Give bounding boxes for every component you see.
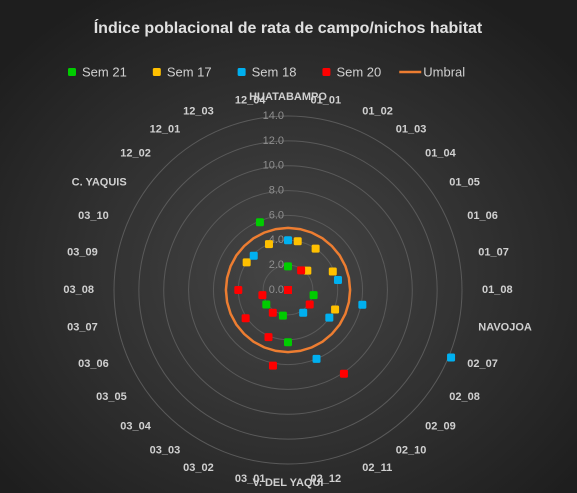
r-tick-label: 0.0 [269, 284, 284, 296]
marker [447, 353, 456, 362]
category-label: 01_04 [425, 147, 456, 159]
category-label: 01_06 [467, 210, 498, 222]
category-label: V. DEL YAQUI [253, 477, 324, 489]
marker [255, 218, 264, 227]
r-tick-label: 14.0 [263, 110, 284, 122]
legend-marker [68, 68, 76, 76]
category-label: 12_02 [120, 147, 151, 159]
grid-ring [188, 190, 388, 390]
category-label: 01_08 [482, 284, 513, 296]
marker [284, 286, 292, 294]
marker [249, 251, 258, 260]
category-label: 02_07 [467, 358, 498, 370]
category-label: NAVOJOA [478, 322, 532, 334]
marker [311, 244, 320, 253]
legend-marker [152, 68, 161, 76]
category-label: 01_07 [478, 246, 509, 258]
marker [284, 236, 292, 245]
category-label: HUATABAMPO [249, 91, 327, 103]
grid-ring [113, 115, 463, 465]
marker [358, 300, 367, 309]
grid-ring [163, 165, 413, 415]
threshold-line [224, 226, 352, 354]
category-label: 02_11 [362, 462, 392, 474]
r-tick-label: 8.0 [269, 184, 284, 196]
category-label: 03_08 [63, 284, 94, 296]
category-label: 01_05 [449, 177, 480, 189]
marker [331, 305, 340, 314]
legend-label: Sem 18 [252, 64, 297, 79]
category-label: 01_01 [311, 95, 342, 107]
marker [258, 291, 267, 300]
marker [312, 354, 321, 363]
marker [303, 266, 312, 275]
legend-label: Sem 17 [167, 64, 212, 79]
r-tick-label: 10.0 [263, 160, 284, 172]
marker [309, 291, 318, 300]
marker [264, 333, 273, 342]
legend-marker [322, 68, 331, 76]
marker [278, 311, 287, 320]
legend-label: Umbral [423, 64, 465, 79]
marker [325, 313, 334, 322]
legend-label: Sem 20 [336, 64, 381, 79]
r-tick-label: 6.0 [269, 209, 284, 221]
marker [284, 338, 292, 347]
category-label: C. YAQUIS [72, 177, 127, 189]
legend-label: Sem 21 [82, 64, 127, 79]
marker [268, 361, 277, 370]
category-label: 03_10 [78, 210, 109, 222]
category-label: 03_01 [235, 473, 266, 485]
category-label: 01_03 [396, 123, 427, 135]
marker [264, 240, 273, 249]
marker [339, 369, 348, 378]
category-label: 03_06 [78, 358, 109, 370]
grid-ring [212, 214, 364, 366]
category-label: 02_08 [449, 391, 480, 403]
category-label: 03_02 [183, 462, 214, 474]
marker [297, 266, 306, 275]
marker [268, 308, 277, 317]
marker [242, 258, 251, 267]
category-label: 01_02 [362, 106, 393, 118]
category-label: 02_12 [311, 473, 342, 485]
category-label: 03_03 [150, 444, 181, 456]
category-label: 12_04 [235, 95, 266, 107]
marker [262, 300, 271, 309]
marker [328, 267, 337, 276]
marker [299, 308, 308, 317]
marker [241, 314, 250, 323]
category-label: 03_05 [96, 391, 127, 403]
category-label: 03_09 [67, 246, 98, 258]
grid-ring [138, 140, 438, 440]
chart-title: Índice poblacional de rata de campo/nich… [94, 18, 483, 37]
marker [284, 262, 292, 271]
marker [234, 286, 243, 294]
r-tick-label: 12.0 [263, 135, 284, 147]
legend-marker [237, 68, 246, 76]
marker [293, 237, 302, 246]
r-tick-label: 2.0 [269, 259, 284, 271]
category-label: 03_04 [120, 420, 151, 432]
marker [305, 300, 314, 309]
category-label: 02_10 [396, 444, 427, 456]
marker [333, 276, 342, 285]
category-label: 02_09 [425, 420, 456, 432]
category-label: 03_07 [67, 322, 98, 334]
category-label: 12_03 [183, 106, 214, 118]
category-label: 12_01 [150, 123, 181, 135]
